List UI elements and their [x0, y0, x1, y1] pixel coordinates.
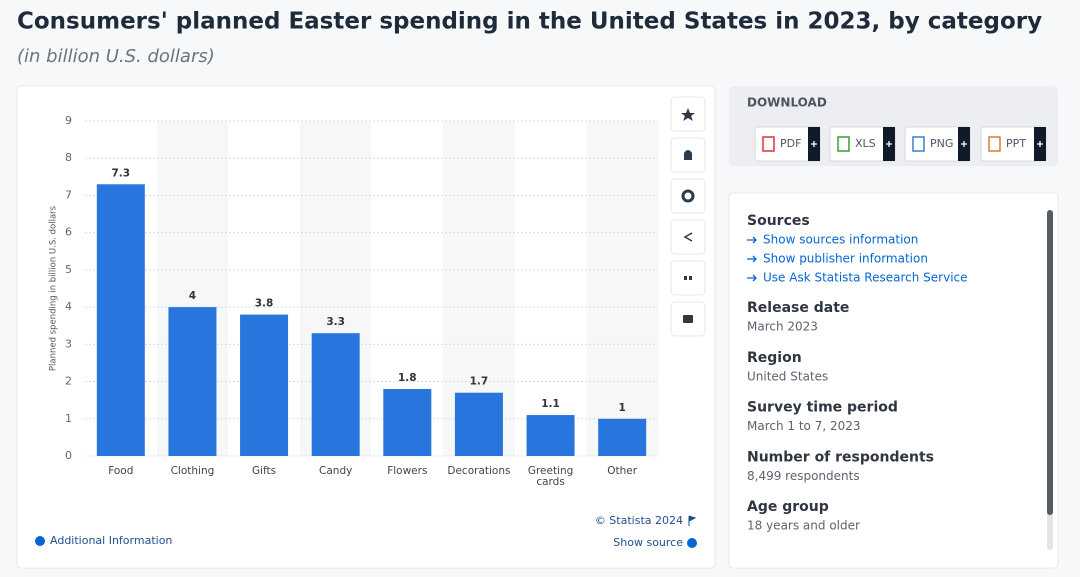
file-icon — [988, 136, 1001, 152]
bar — [240, 314, 289, 456]
bar — [168, 307, 217, 456]
page-title: Consumers' planned Easter spending in th… — [17, 9, 1042, 35]
format-label: PNG — [930, 137, 953, 150]
star-icon — [681, 108, 695, 121]
plus-icon — [1037, 141, 1043, 147]
share-button[interactable] — [670, 219, 706, 255]
additional-info-link[interactable]: Additional Information — [50, 534, 172, 547]
x-tick-label: Clothing — [171, 465, 215, 477]
info-icon — [687, 538, 697, 548]
download-label: DOWNLOAD — [747, 96, 827, 110]
tool-buttons — [670, 96, 706, 337]
share-icon — [683, 232, 693, 242]
quote-icon — [684, 276, 687, 280]
format-label: PDF — [780, 137, 801, 150]
y-axis-title: Planned spending in billion U.S. dollars — [49, 205, 59, 371]
detail-heading: Number of respondents — [747, 449, 934, 465]
source-link[interactable]: Show sources information — [763, 233, 918, 247]
bar — [96, 184, 145, 456]
plus-icon — [811, 141, 817, 147]
detail-value: March 1 to 7, 2023 — [747, 419, 861, 433]
file-icon — [912, 136, 925, 152]
bar — [454, 392, 503, 456]
bar — [383, 389, 432, 456]
detail-value: 8,499 respondents — [747, 469, 860, 483]
y-tick-label: 1 — [65, 412, 72, 425]
flag-icon — [688, 515, 697, 526]
x-tick-label: Food — [108, 465, 133, 477]
format-label: PPT — [1006, 137, 1026, 150]
bar — [598, 418, 647, 456]
y-tick-label: 5 — [65, 263, 72, 276]
data-label: 1.8 — [398, 372, 417, 384]
y-tick-label: 4 — [65, 300, 72, 313]
detail-heading: Release date — [747, 300, 849, 316]
detail-value: March 2023 — [747, 320, 818, 334]
bar — [311, 333, 360, 456]
details-panel — [728, 192, 1059, 569]
data-label: 1 — [619, 402, 626, 414]
cite-button[interactable] — [670, 260, 706, 296]
data-label: 7.3 — [112, 167, 131, 179]
bar — [526, 415, 575, 456]
detail-heading: Age group — [747, 499, 829, 515]
show-source-link[interactable]: Show source — [613, 536, 683, 549]
format-label: XLS — [855, 137, 876, 150]
x-tick-label: Candy — [319, 465, 352, 477]
detail-heading: Region — [747, 350, 802, 366]
settings-button[interactable] — [670, 178, 706, 214]
arrow-icon — [747, 274, 757, 282]
arrow-icon — [747, 255, 757, 263]
detail-heading: Survey time period — [747, 400, 898, 416]
data-label: 3.8 — [255, 298, 274, 310]
file-icon — [762, 136, 775, 152]
data-label: 3.3 — [326, 316, 345, 328]
plus-icon — [961, 141, 967, 147]
source-link[interactable]: Use Ask Statista Research Service — [763, 271, 968, 285]
x-tick-label: Greeting cards — [528, 465, 574, 488]
y-tick-label: 2 — [65, 375, 72, 388]
scroll-thumb[interactable] — [1047, 210, 1053, 515]
quote-icon — [689, 276, 692, 280]
y-tick-label: 0 — [65, 449, 72, 462]
x-tick-label: Other — [607, 465, 637, 477]
y-tick-label: 7 — [65, 188, 72, 201]
x-tick-label: Decorations — [447, 465, 510, 477]
plus-icon — [886, 141, 892, 147]
page-subtitle: (in billion U.S. dollars) — [17, 46, 215, 67]
y-tick-label: 3 — [65, 337, 72, 350]
gear-icon — [681, 189, 695, 203]
file-icon — [837, 136, 850, 152]
detail-value: United States — [747, 369, 828, 383]
bell-icon — [684, 150, 692, 160]
print-icon — [683, 315, 693, 323]
y-tick-label: 9 — [65, 114, 72, 127]
column-band — [586, 121, 658, 456]
y-tick-label: 6 — [65, 226, 72, 239]
x-tick-label: Flowers — [387, 465, 427, 477]
arrow-icon — [747, 236, 757, 244]
y-tick-label: 8 — [65, 151, 72, 164]
info-icon — [35, 536, 45, 546]
x-tick-label: Gifts — [252, 465, 276, 477]
data-label: 4 — [189, 290, 196, 302]
sources-heading: Sources — [747, 213, 810, 229]
detail-value: 18 years and older — [747, 519, 860, 533]
data-label: 1.1 — [541, 398, 560, 410]
data-label: 1.7 — [470, 376, 489, 388]
source-link[interactable]: Show publisher information — [763, 252, 928, 266]
credit: © Statista 2024 — [595, 514, 683, 527]
